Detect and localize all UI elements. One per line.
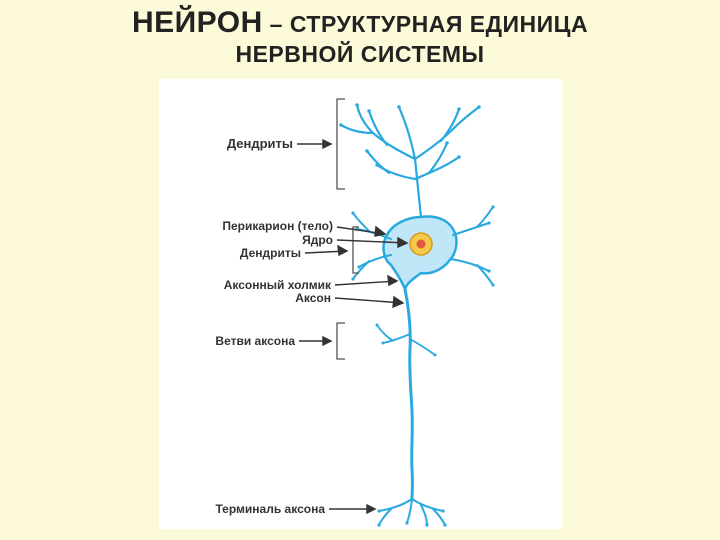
label-axon-hillock: Аксонный холмик — [169, 278, 331, 292]
title-rest: – СТРУКТУРНАЯ ЕДИНИЦА — [263, 11, 588, 37]
label-axon: Аксон — [169, 291, 331, 305]
neuron-figure: Дендриты Перикарион (тело) Ядро Дендриты… — [159, 79, 562, 529]
title-line2: НЕРВНОЙ СИСТЕМЫ — [0, 41, 720, 67]
neuron-icon — [341, 105, 493, 525]
label-perikaryon: Перикарион (тело) — [169, 219, 333, 233]
arrows-icon — [297, 140, 407, 513]
label-dendrites-body: Дендриты — [169, 246, 301, 260]
label-nucleus: Ядро — [169, 233, 333, 247]
label-dendrites-top: Дендриты — [169, 136, 293, 151]
slide: НЕЙРОН – СТРУКТУРНАЯ ЕДИНИЦА НЕРВНОЙ СИС… — [0, 0, 720, 540]
title-word: НЕЙРОН — [132, 6, 263, 39]
label-axon-branches: Ветви аксона — [169, 334, 295, 348]
slide-title: НЕЙРОН – СТРУКТУРНАЯ ЕДИНИЦА НЕРВНОЙ СИС… — [0, 6, 720, 67]
label-axon-terminal: Терминаль аксона — [169, 502, 325, 516]
